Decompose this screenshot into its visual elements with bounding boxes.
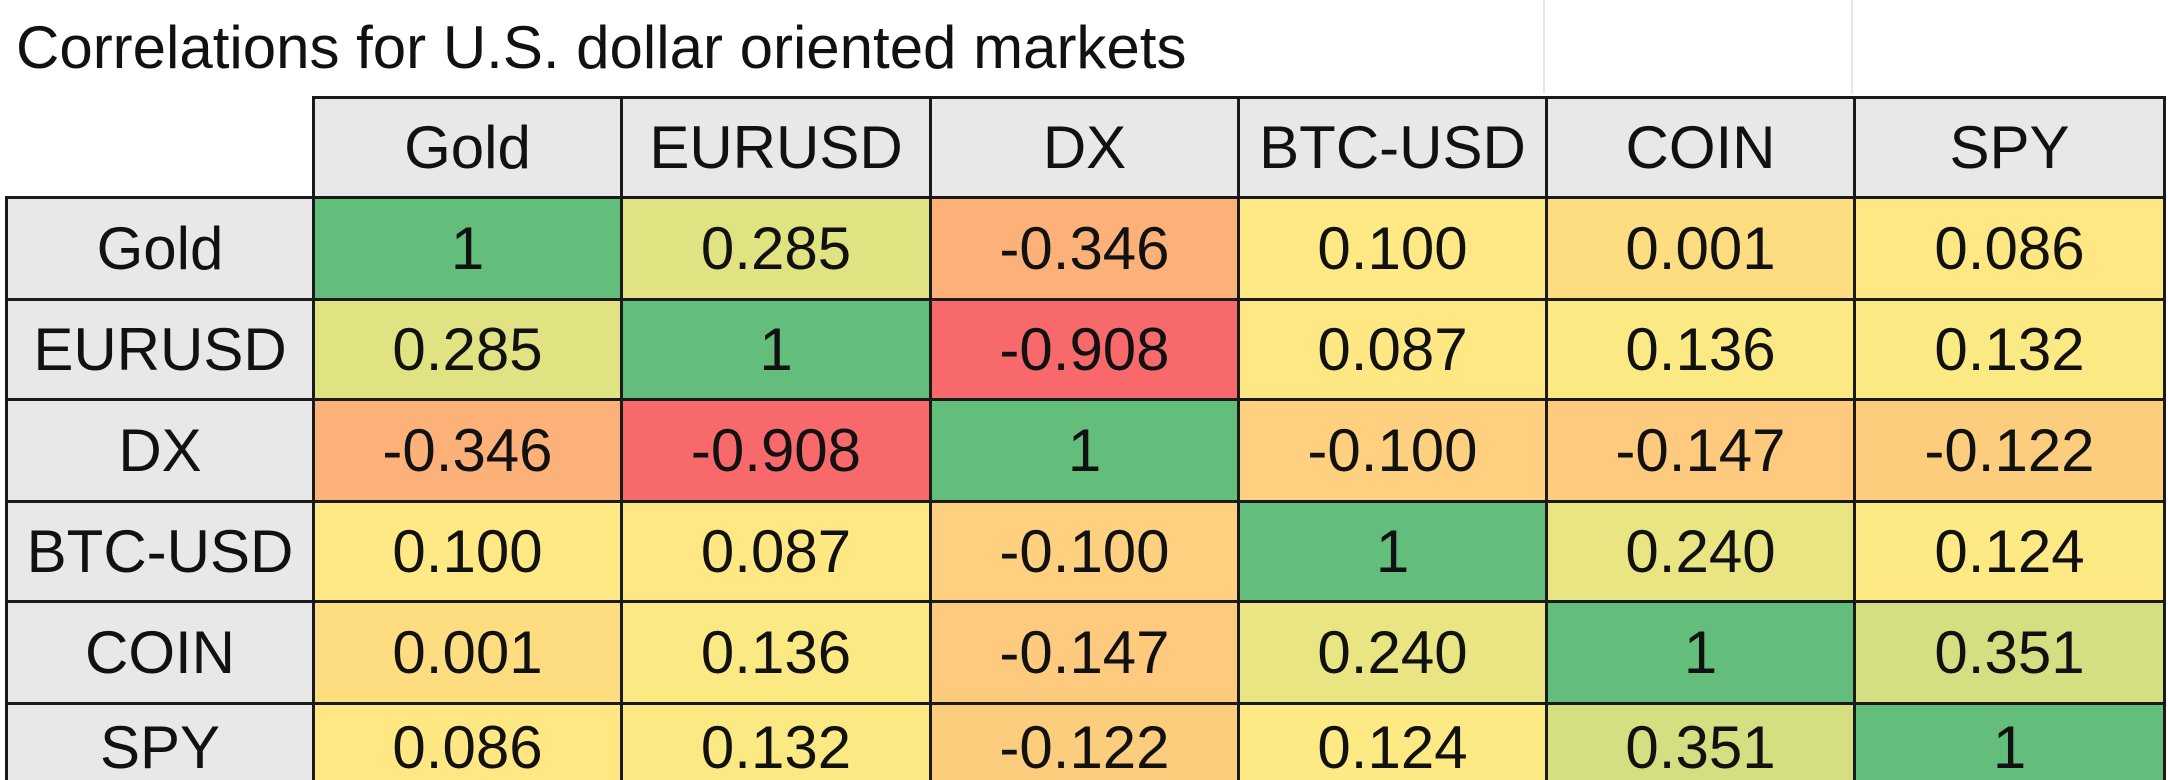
- heatmap-cell: -0.122: [1853, 398, 2166, 503]
- heatmap-cell: -0.100: [1237, 398, 1548, 503]
- heatmap-cell: 0.124: [1853, 500, 2166, 603]
- heatmap-cell: 0.240: [1237, 600, 1548, 705]
- heatmap-cell: 0.132: [620, 702, 932, 780]
- heatmap-cell: 0.087: [620, 500, 932, 603]
- heatmap-cell: 0.285: [312, 298, 623, 401]
- column-header: DX: [929, 96, 1240, 199]
- heatmap-cell: 0.086: [312, 702, 623, 780]
- heatmap-cell: -0.908: [929, 298, 1240, 401]
- column-header: EURUSD: [620, 96, 932, 199]
- sheet-gridline: [1851, 0, 1853, 94]
- sheet-gridline: [1543, 0, 1545, 94]
- heatmap-cell: 0.087: [1237, 298, 1548, 401]
- chart-title: Correlations for U.S. dollar oriented ma…: [16, 14, 1187, 81]
- heatmap-cell: 1: [1853, 702, 2166, 780]
- heatmap-cell: -0.147: [1545, 398, 1856, 503]
- heatmap-cell: 0.100: [312, 500, 623, 603]
- row-header: BTC-USD: [5, 500, 315, 603]
- heatmap-cell: 0.351: [1853, 600, 2166, 705]
- heatmap-cell: 1: [620, 298, 932, 401]
- heatmap-cell: -0.147: [929, 600, 1240, 705]
- heatmap-cell: -0.100: [929, 500, 1240, 603]
- heatmap-cell: 0.100: [1237, 196, 1548, 301]
- heatmap-cell: 0.285: [620, 196, 932, 301]
- heatmap-cell: -0.908: [620, 398, 932, 503]
- column-header: COIN: [1545, 96, 1856, 199]
- heatmap-cell: -0.122: [929, 702, 1240, 780]
- heatmap-cell: 0.136: [620, 600, 932, 705]
- row-header: SPY: [5, 702, 315, 780]
- column-header: Gold: [312, 96, 623, 199]
- heatmap-cell: 1: [312, 196, 623, 301]
- heatmap-cell: 0.136: [1545, 298, 1856, 401]
- heatmap-cell: 0.351: [1545, 702, 1856, 780]
- column-header: BTC-USD: [1237, 96, 1548, 199]
- heatmap-cell: 0.124: [1237, 702, 1548, 780]
- heatmap-cell: -0.346: [929, 196, 1240, 301]
- heatmap-cell: 0.240: [1545, 500, 1856, 603]
- heatmap-cell: 1: [1237, 500, 1548, 603]
- heatmap-cell: 1: [929, 398, 1240, 503]
- heatmap-cell: 0.001: [312, 600, 623, 705]
- row-header: COIN: [5, 600, 315, 705]
- row-header: Gold: [5, 196, 315, 301]
- heatmap-cell: 0.086: [1853, 196, 2166, 301]
- heatmap-cell: 1: [1545, 600, 1856, 705]
- heatmap-cell: -0.346: [312, 398, 623, 503]
- row-header: DX: [5, 398, 315, 503]
- heatmap-cell: 0.001: [1545, 196, 1856, 301]
- column-header: SPY: [1853, 96, 2166, 199]
- heatmap-cell: 0.132: [1853, 298, 2166, 401]
- row-header: EURUSD: [5, 298, 315, 401]
